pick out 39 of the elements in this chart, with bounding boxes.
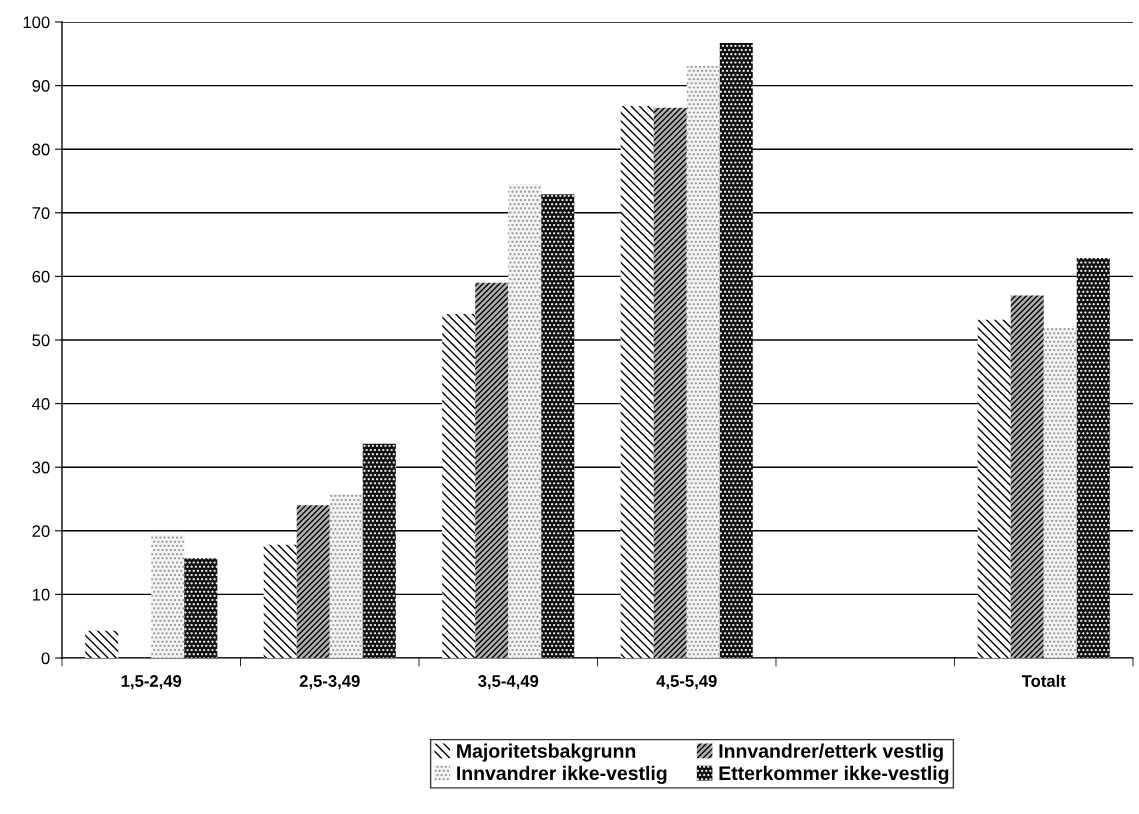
- bar: [508, 184, 542, 658]
- bar: [1010, 295, 1044, 658]
- bar: [184, 558, 218, 658]
- legend-label: Innvandrer ikke-vestlig: [457, 765, 667, 784]
- bar: [475, 282, 509, 658]
- y-tick-label: 0: [41, 652, 50, 665]
- x-tick-label: 2,5-3,49: [299, 675, 360, 690]
- bar: [329, 493, 363, 658]
- bar: [719, 42, 753, 658]
- legend-label: Majoritetsbakgrunn: [457, 743, 636, 762]
- x-tick-label: Totalt: [1021, 674, 1066, 687]
- x-tick-label: 3,5-4,49: [478, 675, 539, 690]
- bar: [541, 194, 575, 658]
- bar: [263, 544, 297, 658]
- y-tick-label: 30: [32, 461, 50, 474]
- y-tick-label: 60: [32, 270, 50, 283]
- bar: [620, 105, 654, 658]
- bar: [85, 630, 119, 658]
- bar: [151, 535, 185, 658]
- bar: [1043, 327, 1077, 658]
- bar: [362, 443, 396, 658]
- bar: [1076, 257, 1110, 658]
- bar: [296, 505, 330, 658]
- bar: [686, 65, 720, 658]
- y-tick-label: 20: [32, 525, 50, 537]
- legend-label: Etterkommer ikke-vestlig: [719, 765, 949, 784]
- x-tick-label: 4,5-5,49: [656, 675, 717, 690]
- y-tick-label: 80: [32, 143, 50, 156]
- legend-label: Innvandrer/etterk vestlig: [719, 743, 943, 762]
- y-tick-label: 10: [32, 588, 50, 601]
- y-tick-label: 70: [32, 207, 50, 219]
- y-tick-label: 100: [23, 16, 50, 29]
- y-tick-label: 40: [32, 398, 50, 410]
- y-tick-label: 50: [32, 334, 50, 347]
- bar: [977, 319, 1011, 658]
- bar: [653, 107, 687, 658]
- bar: [442, 313, 476, 658]
- y-tick-label: 90: [32, 80, 50, 92]
- x-tick-label: 1,5-2,49: [121, 675, 182, 690]
